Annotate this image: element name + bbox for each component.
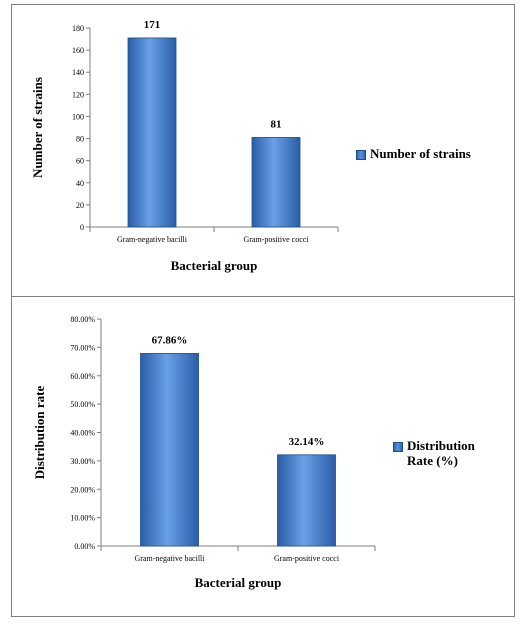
bar (251, 137, 301, 228)
category-label: Gram-positive cocci (274, 554, 340, 563)
y-tick-label: 60.00% (70, 372, 95, 381)
category-label: Gram-negative bacilli (135, 554, 206, 563)
y-tick-label: 40.00% (70, 429, 95, 438)
legend-strains: Number of strains (356, 146, 471, 161)
y-tick-label: 20 (76, 201, 84, 210)
chart-panel-strains: 0 20 40 60 80 100 120 140 160 180 171 Gram-negative… (11, 4, 515, 297)
y-tick-label: 180 (72, 24, 84, 33)
y-tick-label: 80.00% (70, 315, 95, 324)
legend-label-distribution: Distribution Rate (%) (407, 438, 475, 468)
legend-label-strains: Number of strains (370, 146, 471, 161)
bar (127, 37, 177, 228)
y-tick-label: 160 (72, 46, 84, 55)
legend-swatch-strains (356, 150, 366, 160)
legend-swatch-distribution (393, 442, 403, 452)
y-tick-label: 10.00% (70, 514, 95, 523)
y-tick-label: 70.00% (70, 343, 95, 352)
y-tick-label: 140 (72, 68, 84, 77)
legend-distribution: Distribution Rate (%) (393, 438, 493, 468)
category-label: Gram-positive cocci (243, 235, 309, 244)
y-axis-title: Number of strains (30, 77, 45, 178)
y-tick-label: 40 (76, 179, 84, 188)
y-tick-label: 80 (76, 135, 84, 144)
y-tick-label: 20.00% (70, 485, 95, 494)
bar (140, 353, 199, 547)
y-tick-label: 60 (76, 157, 84, 166)
x-axis-title: Bacterial group (171, 258, 258, 273)
data-label: 67.86% (152, 334, 188, 346)
y-tick-label: 50.00% (70, 400, 95, 409)
data-label: 81 (271, 118, 282, 130)
y-tick-label: 30.00% (70, 457, 95, 466)
y-tick-label: 120 (72, 90, 84, 99)
category-label: Gram-negative bacilli (117, 235, 188, 244)
y-tick-label: 0 (80, 223, 84, 232)
y-axis-title: Distribution rate (32, 386, 47, 480)
x-axis-title: Bacterial group (195, 575, 282, 590)
distribution-bar-chart: 0.00% 10.00% 20.00% 30.00% 40.00% 50.00% 60.00… (32, 315, 376, 590)
data-label: 32.14% (289, 436, 325, 448)
y-tick-label: 0.00% (74, 542, 95, 551)
data-label: 171 (144, 19, 161, 31)
strains-bar-chart: 0 20 40 60 80 100 120 140 160 180 171 Gram-negative… (30, 19, 339, 273)
y-tick-label: 100 (72, 112, 84, 121)
chart-panel-distribution: 0.00% 10.00% 20.00% 30.00% 40.00% 50.00% 60.00… (11, 297, 515, 617)
bar (277, 454, 336, 547)
